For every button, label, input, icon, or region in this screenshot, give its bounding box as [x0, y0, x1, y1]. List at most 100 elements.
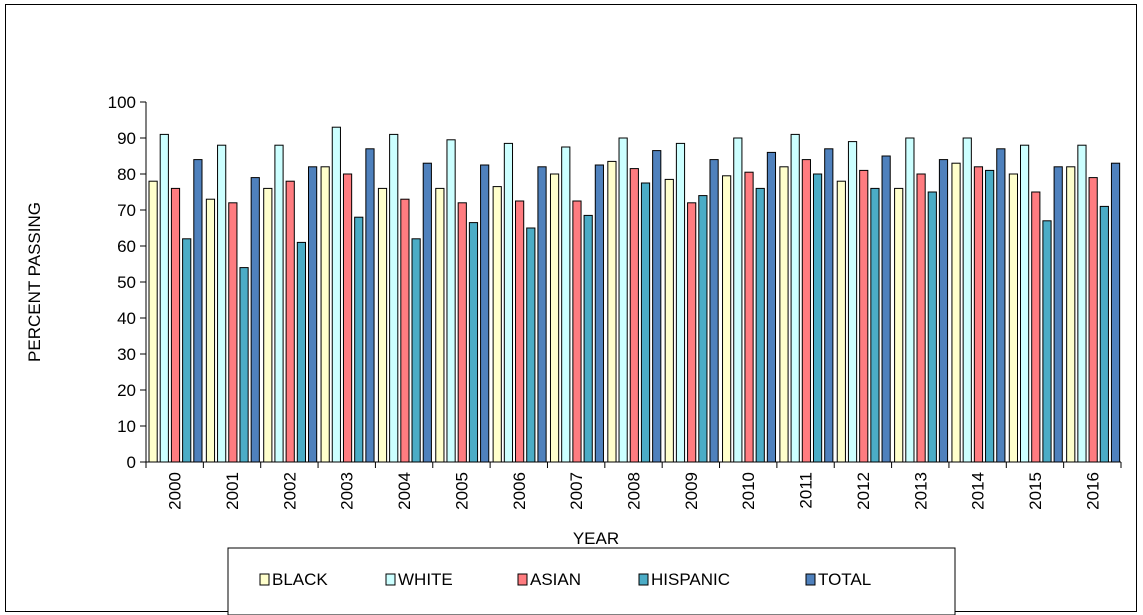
legend-label-white: WHITE	[398, 570, 453, 589]
bar-total-2011	[824, 148, 834, 463]
bar-hispanic-2011	[812, 173, 823, 463]
x-tick-label-2005: 2005	[452, 472, 471, 510]
legend-swatch-hispanic	[638, 573, 649, 586]
bar-white-2012	[847, 141, 858, 463]
legend-swatch-asian	[517, 573, 528, 586]
bar-hispanic-2001	[239, 267, 249, 463]
x-tick-label-2010: 2010	[739, 472, 758, 510]
bar-white-2002	[274, 144, 284, 463]
bar-asian-2000	[170, 187, 181, 463]
bars-layer	[148, 126, 1121, 463]
bar-total-2010	[766, 151, 777, 463]
x-tick-label-2003: 2003	[338, 472, 357, 510]
x-tick-label-2013: 2013	[911, 472, 930, 510]
legend-swatch-total	[805, 573, 816, 586]
bar-hispanic-2015	[1042, 220, 1052, 463]
bar-hispanic-2000	[182, 238, 192, 463]
bar-asian-2003	[342, 173, 353, 463]
bar-black-2014	[951, 162, 961, 463]
x-tick-label-2006: 2006	[510, 472, 529, 510]
x-tick-label-2004: 2004	[395, 472, 414, 510]
bar-asian-2008	[629, 168, 639, 463]
legend-label-hispanic: HISPANIC	[651, 570, 730, 589]
x-tick-label-2011: 2011	[797, 472, 816, 509]
y-tick-label-30: 30	[117, 345, 136, 364]
legend-label-total: TOTAL	[818, 570, 871, 589]
bar-asian-2010	[744, 171, 754, 463]
bar-white-2005	[446, 139, 456, 463]
x-axis-title: YEAR	[573, 529, 619, 548]
bar-white-2004	[389, 133, 399, 463]
labels-layer: 0 10 20 30 40 50 60 70 80 90 100 2000 2001 2002 2003 20…	[108, 93, 1103, 510]
y-tick-label-20: 20	[117, 381, 136, 400]
bar-asian-2009	[687, 202, 697, 463]
bar-black-2007	[549, 173, 560, 463]
bar-total-2008	[652, 150, 662, 463]
bar-white-2006	[503, 142, 514, 463]
bar-total-2015	[1053, 166, 1063, 463]
y-tick-label-0: 0	[127, 453, 136, 472]
legend: BLACK WHITE ASIAN HISPANIC TOTAL	[227, 547, 956, 615]
bar-asian-2016	[1088, 177, 1098, 463]
bar-asian-2002	[285, 180, 295, 463]
legend-label-black: BLACK	[272, 570, 328, 589]
bar-black-2005	[435, 187, 445, 463]
bar-total-2006	[537, 166, 547, 463]
bar-black-2015	[1008, 173, 1018, 463]
bar-total-2007	[594, 164, 604, 463]
bar-hispanic-2005	[468, 222, 479, 463]
x-tick-label-2008: 2008	[625, 472, 644, 510]
y-tick-label-40: 40	[117, 309, 136, 328]
y-tick-label-10: 10	[117, 417, 136, 436]
bar-asian-2014	[973, 166, 984, 463]
bar-total-2000	[193, 159, 203, 463]
axes-layer	[140, 101, 1122, 468]
legend-label-asian: ASIAN	[530, 570, 581, 589]
bar-total-2005	[480, 164, 490, 463]
bar-black-2001	[205, 198, 216, 463]
y-axis-title: PERCENT PASSING	[25, 202, 44, 362]
bar-black-2011	[779, 166, 789, 463]
bar-asian-2012	[859, 169, 869, 463]
bar-hispanic-2008	[640, 182, 651, 463]
bar-white-2015	[1019, 144, 1030, 463]
x-tick-label-2007: 2007	[567, 472, 586, 510]
bar-black-2006	[492, 186, 502, 463]
bar-white-2013	[905, 137, 915, 463]
x-tick-label-2016: 2016	[1083, 472, 1102, 510]
bar-black-2009	[664, 178, 674, 463]
bar-white-2007	[561, 146, 571, 463]
x-tick-label-2015: 2015	[1026, 472, 1045, 510]
y-tick-label-50: 50	[117, 273, 136, 292]
bar-asian-2001	[228, 202, 238, 463]
bar-total-2012	[881, 155, 891, 463]
bar-hispanic-2009	[698, 195, 708, 463]
x-tick-label-2002: 2002	[280, 472, 299, 510]
bar-asian-2013	[916, 173, 926, 463]
y-tick-label-70: 70	[117, 201, 136, 220]
bar-hispanic-2012	[870, 187, 880, 463]
bar-white-2000	[159, 133, 169, 463]
bar-white-2016	[1077, 144, 1087, 463]
y-tick-label-100: 100	[108, 93, 136, 112]
bar-asian-2011	[801, 159, 811, 463]
bar-white-2010	[733, 137, 743, 463]
bar-black-2002	[263, 187, 273, 463]
x-tick-label-2012: 2012	[854, 472, 873, 510]
bar-total-2009	[709, 159, 719, 463]
x-tick-label-2001: 2001	[223, 472, 242, 510]
bar-black-2000	[148, 180, 158, 463]
bar-total-2003	[365, 148, 375, 463]
x-tick-label-2000: 2000	[166, 472, 185, 510]
bar-total-2013	[938, 159, 949, 463]
bar-white-2014	[962, 137, 972, 463]
x-tick-label-2009: 2009	[682, 472, 701, 510]
bar-white-2001	[217, 144, 227, 463]
bar-total-2001	[250, 177, 260, 463]
legend-swatch-white	[385, 573, 396, 586]
x-tick-label-2014: 2014	[969, 472, 988, 510]
bar-white-2003	[331, 126, 341, 463]
bar-asian-2015	[1031, 191, 1041, 463]
bar-black-2012	[836, 180, 846, 463]
